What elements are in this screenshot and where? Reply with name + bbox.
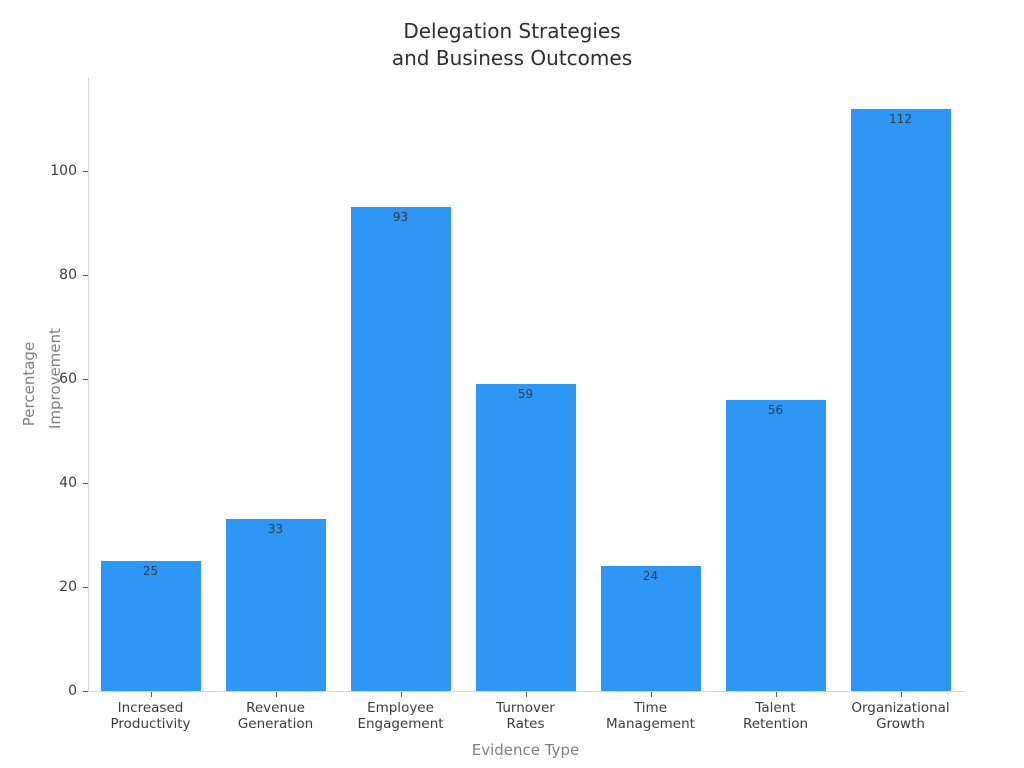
category-tick-label-line: Generation <box>237 716 314 732</box>
x-tick-mark <box>775 692 777 697</box>
category-tick-label: Turnover Rates <box>451 700 601 732</box>
category-tick-label: Employee Engagement <box>326 700 476 732</box>
x-tick-mark <box>900 692 902 697</box>
category-tick-label-line: Organizational <box>851 700 950 716</box>
bar: 24 <box>600 566 701 691</box>
bar-value-label: 93 <box>392 210 409 224</box>
y-tick-mark <box>83 691 88 692</box>
category-tick-label-line: Management <box>606 716 695 732</box>
category-tick-label-line: Engagement <box>357 716 444 732</box>
bar-value-label: 59 <box>517 387 534 401</box>
y-tick-label: 80 <box>59 267 77 283</box>
x-tick-mark <box>150 692 152 697</box>
bar-value-label: 25 <box>142 564 159 578</box>
bar: 56 <box>725 400 826 691</box>
category-tick-label: Organizational Growth <box>826 700 976 732</box>
category-tick-label-line: Increased <box>117 700 184 716</box>
category-tick-label-line: Productivity <box>110 716 191 732</box>
y-tick-mark <box>83 275 88 276</box>
chart-title: Delegation Strategies and Business Outco… <box>0 18 1024 72</box>
bar: 59 <box>475 384 576 691</box>
bar-value-label: 56 <box>767 403 784 417</box>
category-tick-label-line: Turnover <box>496 700 555 716</box>
category-tick-label: Time Management <box>576 700 726 732</box>
y-tick-label: 0 <box>68 683 77 699</box>
y-tick-mark <box>83 483 88 484</box>
category-tick-label: Increased Productivity <box>76 700 226 732</box>
y-tick-mark <box>83 171 88 172</box>
y-tick-label: 60 <box>59 371 77 387</box>
x-axis-title: Evidence Type <box>471 741 580 759</box>
x-tick-mark <box>650 692 652 697</box>
bar: 25 <box>100 561 201 691</box>
y-tick-label: 40 <box>59 475 77 491</box>
y-tick-label: 100 <box>50 163 77 179</box>
category-tick-label-line: Revenue <box>246 700 305 716</box>
bar: 33 <box>225 519 326 691</box>
y-tick-label: 20 <box>59 579 77 595</box>
category-tick-label-line: Rates <box>506 716 545 732</box>
category-tick-label-line: Growth <box>876 716 925 732</box>
category-tick-label-line: Employee <box>367 700 434 716</box>
chart-title-line-2: and Business Outcomes <box>391 46 633 70</box>
bar-value-label: 33 <box>267 522 284 536</box>
bar: 93 <box>350 207 451 691</box>
bar: 112 <box>850 109 951 691</box>
y-axis-line <box>88 78 89 691</box>
x-tick-mark <box>400 692 402 697</box>
x-tick-mark <box>525 692 527 697</box>
x-tick-mark <box>275 692 277 697</box>
chart-title-line-1: Delegation Strategies <box>403 19 621 43</box>
category-tick-label: Talent Retention <box>701 700 851 732</box>
y-tick-mark <box>83 379 88 380</box>
category-tick-label-line: Retention <box>742 716 809 732</box>
category-tick-label-line: Time <box>633 700 668 716</box>
category-tick-label-line: Talent <box>755 700 796 716</box>
x-axis-line <box>88 691 965 692</box>
bar-value-label: 24 <box>642 569 659 583</box>
bar-value-label: 112 <box>889 112 912 126</box>
category-tick-label: Revenue Generation <box>201 700 351 732</box>
y-tick-mark <box>83 587 88 588</box>
